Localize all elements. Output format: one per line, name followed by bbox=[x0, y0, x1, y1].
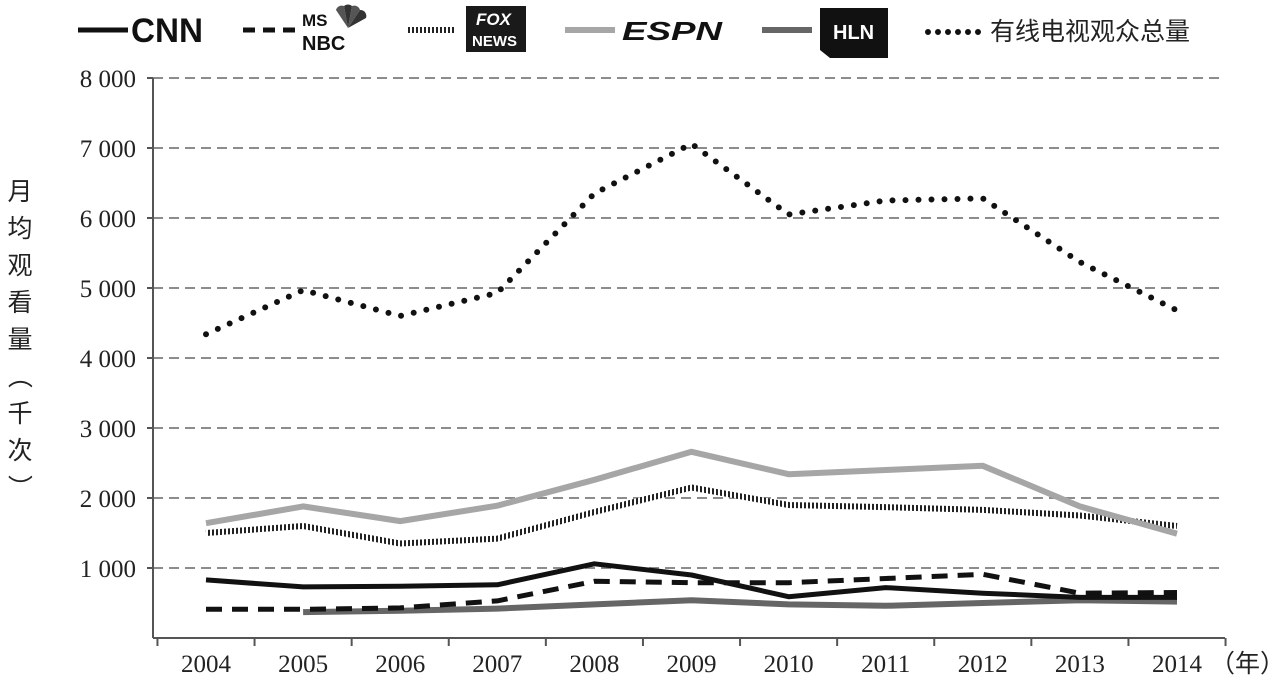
y-axis-ticks: 1 000 2 000 3 000 4 000 5 000 6 000 7 000 8 000 bbox=[80, 66, 153, 583]
legend-total-label: 有线电视观众总量 bbox=[990, 17, 1190, 46]
x-tick-label: 2013 bbox=[1055, 651, 1105, 678]
x-tick-label: 2010 bbox=[764, 651, 814, 678]
fox-news-logo: FOX NEWS bbox=[466, 6, 526, 52]
msnbc-logo: MS NBC bbox=[302, 4, 367, 55]
x-tick-label: 2005 bbox=[278, 651, 328, 678]
x-tick-label: 2007 bbox=[472, 651, 522, 678]
x-tick-label: 2006 bbox=[375, 651, 425, 678]
peacock-icon bbox=[336, 4, 367, 29]
y-label-char: 量 bbox=[7, 325, 32, 354]
y-label-char: 千 bbox=[7, 399, 32, 428]
espn-logo: ESPN bbox=[622, 16, 724, 46]
series-line-msnbc bbox=[206, 571, 1178, 612]
y-label-char: 观 bbox=[7, 251, 32, 280]
y-label-char: ） bbox=[5, 474, 34, 499]
x-tick-label: 2009 bbox=[667, 651, 717, 678]
y-tick-label: 6 000 bbox=[80, 206, 136, 233]
y-tick-label: 3 000 bbox=[80, 416, 136, 443]
y-tick-label: 2 000 bbox=[80, 486, 136, 513]
cnn-logo: CNN bbox=[131, 12, 203, 50]
y-label-char: 均 bbox=[7, 214, 32, 243]
x-tick-label: 2004 bbox=[181, 651, 232, 678]
series-line-espn bbox=[205, 448, 1178, 537]
y-tick-label: 1 000 bbox=[80, 556, 136, 583]
x-tick-label: 2008 bbox=[569, 651, 619, 678]
legend-item-cnn: CNN bbox=[78, 12, 203, 50]
fox-logo-bottom: NEWS bbox=[472, 33, 517, 50]
hln-logo-text: HLN bbox=[833, 22, 874, 44]
hln-logo: HLN bbox=[820, 8, 888, 58]
msnbc-logo-top: MS bbox=[302, 11, 328, 30]
legend-item-total: 有线电视观众总量 bbox=[925, 17, 1190, 46]
legend-item-msnbc: MS NBC bbox=[243, 4, 367, 55]
y-tick-label: 7 000 bbox=[80, 136, 136, 163]
series-line-fox-news bbox=[205, 484, 1178, 547]
legend-item-fox-news: FOX NEWS bbox=[406, 6, 526, 52]
x-axis-label: （年） bbox=[1210, 649, 1285, 678]
gridlines bbox=[153, 77, 1225, 569]
series-line-cnn bbox=[205, 561, 1177, 600]
y-label-char: 月 bbox=[7, 177, 32, 206]
msnbc-logo-bottom: NBC bbox=[302, 33, 345, 55]
series-line-有线电视观众总量 bbox=[203, 140, 1180, 338]
x-tick-label: 2011 bbox=[861, 651, 910, 678]
fox-logo-top: FOX bbox=[476, 10, 513, 29]
x-axis-ticks: 2004 2005 2006 2007 2008 2009 2010 2011 2012 2013… bbox=[156, 638, 1227, 678]
series-lines bbox=[203, 140, 1180, 616]
y-label-char: 次 bbox=[7, 436, 32, 465]
y-label-char: （ bbox=[5, 363, 34, 388]
series-line-hln bbox=[303, 597, 1178, 616]
legend: CNN MS NBC FOX NEWS bbox=[78, 4, 1190, 58]
y-label-char: 看 bbox=[7, 288, 32, 317]
y-tick-label: 4 000 bbox=[80, 346, 136, 373]
x-tick-label: 2014 bbox=[1152, 651, 1203, 678]
x-tick-label: 2012 bbox=[958, 651, 1008, 678]
y-tick-label: 8 000 bbox=[80, 66, 136, 93]
y-tick-label: 5 000 bbox=[80, 276, 136, 303]
legend-item-hln: HLN bbox=[762, 8, 888, 58]
legend-item-espn: ESPN bbox=[565, 16, 724, 46]
